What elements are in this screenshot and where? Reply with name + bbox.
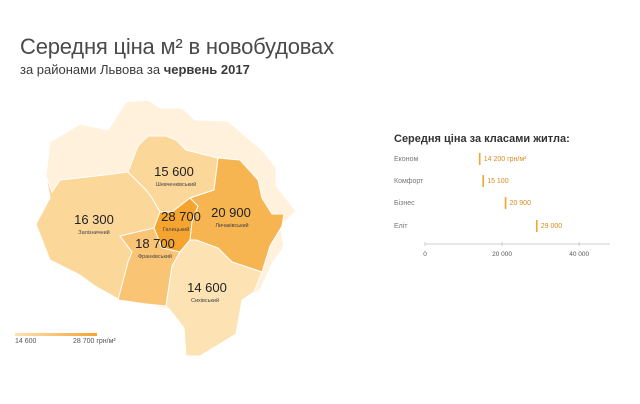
district-name-lychakivskyi: Личаківський [215, 222, 248, 229]
district-name-sykhivskyi: Сихівський [191, 297, 219, 304]
class-value-label: 29 000 [541, 223, 563, 230]
district-value-zaliznychnyi: 16 300 [74, 212, 114, 227]
district-name-zaliznychnyi: Залізничний [78, 229, 110, 236]
district-value-frankivskyi: 18 700 [135, 236, 175, 251]
subtitle-prefix: за районами Львова за [20, 62, 164, 77]
class-bar-marker [478, 153, 481, 165]
legend-min-label: 14 600 [15, 338, 37, 345]
page-title: Середня ціна м² в новобудовах [20, 34, 334, 59]
district-name-galytskyi: Галицький [163, 226, 190, 233]
district-value-shevchenkivskyi: 15 600 [154, 164, 194, 179]
page-subtitle: за районами Львова за червень 2017 [20, 62, 250, 77]
subtitle-period: червень 2017 [163, 62, 250, 77]
district-name-frankivskyi: Франківський [138, 253, 172, 260]
class-bar-marker [482, 175, 484, 187]
axis-tick-label: 20 000 [492, 251, 512, 258]
class-chart-title: Середня ціна за класами житла: [394, 133, 570, 145]
axis-tick-label: 40 000 [569, 251, 589, 258]
class-bar-marker [504, 197, 507, 209]
class-label: Комфорт [394, 178, 424, 185]
district-sykhivskyi[interactable] [165, 239, 263, 357]
district-value-sykhivskyi: 14 600 [187, 280, 227, 295]
axis-tick-label: 0 [423, 251, 427, 258]
district-lychakivskyi[interactable] [189, 157, 285, 273]
legend-max-label: 28 700 грн/м² [73, 338, 116, 345]
class-label: Еліт [394, 222, 408, 230]
district-value-lychakivskyi: 20 900 [211, 205, 251, 220]
class-value-label: 14 200 грн/м² [484, 156, 527, 163]
class-label: Бізнес [394, 199, 415, 207]
class-value-label: 20 900 [510, 200, 532, 207]
legend-gradient-bar [15, 333, 97, 336]
class-label: Економ [394, 156, 418, 163]
district-value-galytskyi: 28 700 [161, 209, 201, 224]
class-bar-marker [535, 220, 538, 232]
class-value-label: 15 100 [487, 178, 509, 185]
district-name-shevchenkivskyi: Шевченківський [156, 181, 196, 188]
